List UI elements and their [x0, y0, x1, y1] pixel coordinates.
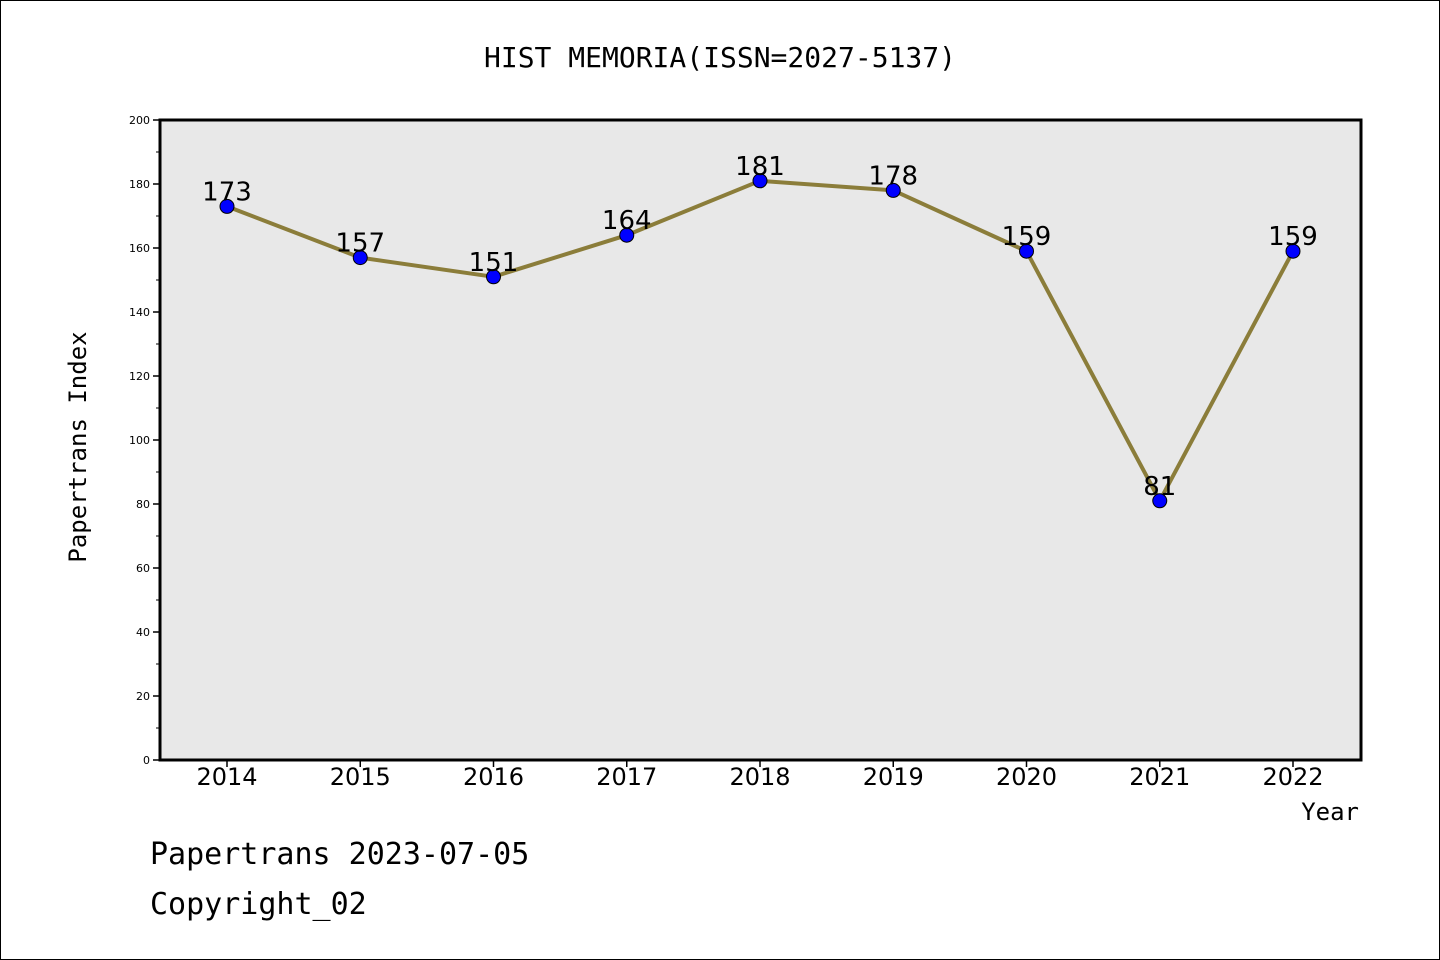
- data-label: 164: [602, 206, 652, 236]
- footer-copyright: Copyright_02: [150, 887, 367, 922]
- chart-title: HIST MEMORIA(ISSN=2027-5137): [484, 41, 956, 74]
- data-label: 151: [469, 248, 519, 278]
- data-label: 81: [1143, 472, 1176, 502]
- data-point: [885, 182, 901, 198]
- data-point: [1019, 243, 1034, 259]
- y-tick-label: 180: [129, 178, 150, 191]
- data-point: [486, 269, 501, 285]
- y-tick-label: 140: [129, 306, 150, 319]
- data-label: 173: [202, 177, 252, 207]
- data-labels-group: 173 157 151 164 181 178 159 81 159: [202, 152, 1318, 502]
- y-tick-label: 200: [129, 114, 150, 127]
- y-tick-label: 20: [136, 690, 150, 703]
- data-point: [219, 198, 235, 214]
- x-tick-label: 2022: [1262, 763, 1323, 791]
- data-point: [352, 250, 368, 266]
- x-tick-label: 2018: [729, 763, 790, 791]
- footer-stamp: Papertrans 2023-07-05: [150, 837, 529, 872]
- y-tick-label: 80: [136, 498, 150, 511]
- y-axis: 0 20 40 60 80 100 120 140 160 180 200: [129, 114, 160, 767]
- plot-area: [158, 118, 1363, 762]
- y-tick-label: 100: [129, 434, 150, 447]
- data-point: [752, 173, 768, 189]
- data-label: 159: [1268, 222, 1318, 252]
- y-tick-label: 0: [143, 754, 150, 767]
- x-tick-label: 2020: [996, 763, 1057, 791]
- data-label: 159: [1002, 222, 1052, 252]
- y-tick-label: 60: [136, 562, 150, 575]
- data-point: [1285, 243, 1301, 259]
- x-tick-label: 2017: [596, 763, 657, 791]
- data-label: 157: [335, 229, 385, 259]
- data-point: [1152, 493, 1168, 509]
- x-tick-label: 2016: [463, 763, 524, 791]
- y-tick-label: 120: [129, 370, 150, 383]
- y-tick-label: 40: [136, 626, 150, 639]
- y-axis-label: Papertrans Index: [64, 331, 92, 562]
- x-tick-label: 2021: [1129, 763, 1190, 791]
- data-label: 181: [735, 152, 785, 182]
- x-axis-label: Year: [1301, 798, 1359, 826]
- x-tick-label: 2014: [196, 763, 257, 791]
- data-label: 178: [868, 161, 918, 191]
- data-point: [619, 227, 635, 243]
- data-points-group: [219, 173, 1301, 509]
- y-tick-label: 160: [129, 242, 150, 255]
- x-tick-label: 2015: [330, 763, 391, 791]
- x-tick-label: 2019: [863, 763, 924, 791]
- x-axis: 2014 2015 2016 2017 2018 2019 2020 2021 2022: [196, 760, 1324, 791]
